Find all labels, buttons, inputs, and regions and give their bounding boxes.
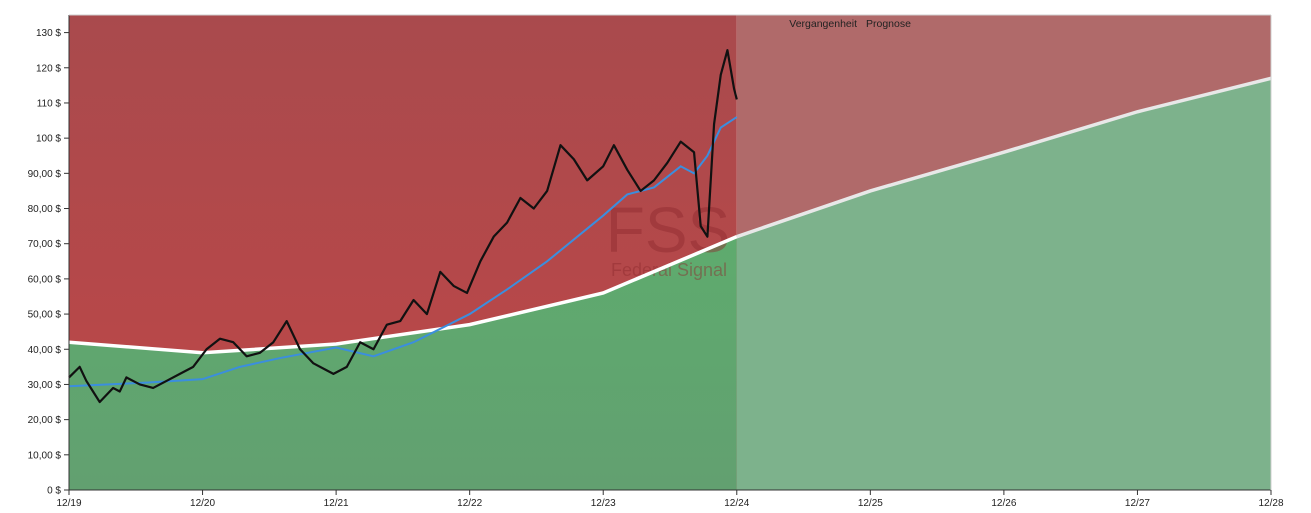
y-tick-label: 120 $ (36, 63, 61, 74)
region-label-forecast: Prognose (866, 18, 911, 30)
x-tick-label: 12/20 (190, 498, 215, 509)
y-tick-label: 40,00 $ (28, 345, 62, 356)
x-tick-label: 12/26 (991, 498, 1016, 509)
watermark-company-name: Federal Signal (611, 260, 727, 280)
y-tick-label: 50,00 $ (28, 310, 62, 321)
price-line (68, 49, 738, 404)
y-tick-label: 0 $ (47, 486, 61, 497)
undervalued-zone-past (69, 236, 737, 490)
undervalued-zone-forecast (736, 78, 1271, 490)
y-tick-label: 110 $ (37, 98, 62, 109)
y-tick-label: 100 $ (36, 134, 61, 145)
x-tick-label: 12/23 (591, 498, 616, 509)
x-tick-label: 12/25 (858, 498, 883, 509)
chart-lines (68, 49, 1272, 404)
watermark-ticker: FSS (606, 194, 730, 266)
x-tick-label: 12/19 (56, 498, 81, 509)
fair-value-line-past (68, 235, 738, 355)
fair-value-line-forecast (736, 76, 1272, 239)
y-tick-label: 70,00 $ (28, 239, 62, 250)
moving-average-line (68, 116, 738, 388)
y-tick-label: 60,00 $ (28, 274, 62, 285)
x-tick-label: 12/28 (1258, 498, 1283, 509)
y-tick-label: 90,00 $ (28, 169, 62, 180)
x-tick-label: 12/22 (457, 498, 482, 509)
y-tick-label: 30,00 $ (28, 380, 62, 391)
y-tick-label: 20,00 $ (28, 415, 62, 426)
valuation-zones (69, 15, 1271, 490)
chart-axes: 0 $ 10,00 $ 20,00 $ 30,00 $ 40,00 $ 50,00 $ 60… (28, 14, 1284, 509)
y-tick-label: 130 $ (36, 28, 61, 39)
y-tick-label: 10,00 $ (28, 450, 62, 461)
x-tick-label: 12/21 (324, 498, 349, 509)
region-label-past: Vergangenheit (789, 18, 857, 30)
watermark: FSS Federal Signal (606, 194, 730, 280)
x-tick-label: 12/27 (1125, 498, 1150, 509)
y-tick-label: 80,00 $ (28, 204, 62, 215)
x-tick-label: 12/24 (724, 498, 749, 509)
